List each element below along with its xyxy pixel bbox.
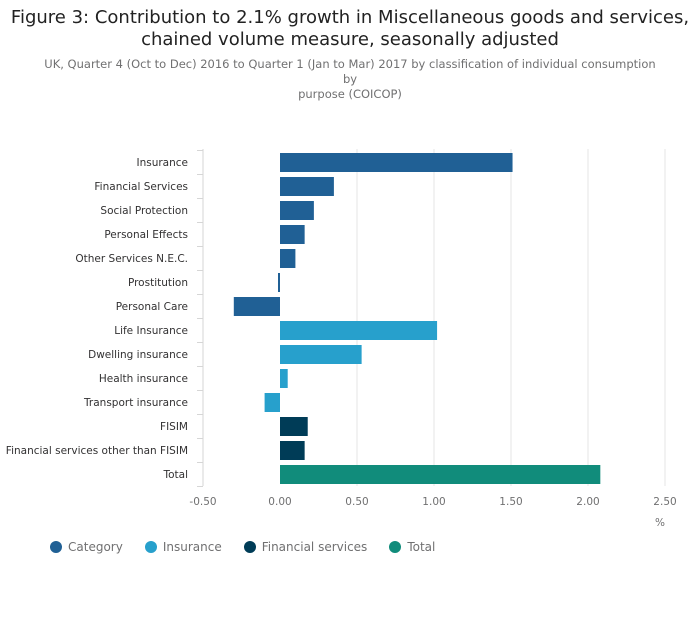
category-label: Social Protection [100,205,188,217]
legend-label: Category [68,540,123,554]
category-label: Personal Care [116,301,188,313]
bar [280,177,334,196]
bar [233,297,280,316]
x-tick-label: 2.50 [653,496,676,508]
bar [280,417,308,436]
bar [280,321,438,340]
x-axis-unit-label: % [655,517,665,529]
legend-label: Insurance [162,540,222,554]
legend-swatch [50,541,62,553]
x-tick-label: 2.00 [576,496,599,508]
category-label: Total [162,469,188,481]
bar [280,249,296,268]
bar [280,201,314,220]
category-label: Insurance [136,157,188,169]
legend-item: Category [50,540,123,554]
bar [264,393,280,412]
bar [280,225,305,244]
category-label: Other Services N.E.C. [75,253,188,265]
category-label: Health insurance [99,373,188,385]
category-label: Transport insurance [83,397,188,409]
category-label: Financial services other than FISIM [6,445,188,457]
legend-item: Total [389,540,435,554]
bar [280,153,513,172]
legend-label: Total [407,540,436,554]
chart-title: Figure 3: Contribution to 2.1% growth in… [0,7,700,51]
chart-subtitle-line-1: UK, Quarter 4 (Oct to Dec) 2016 to Quart… [44,57,656,86]
chart-subtitle-line-2: purpose (COICOP) [298,87,402,101]
bar [278,273,280,292]
chart-title-line-1: Figure 3: Contribution to 2.1% growth in… [10,7,690,28]
category-label: Dwelling insurance [88,349,188,361]
category-label: Life Insurance [114,325,188,337]
legend-item: Financial services [243,540,368,554]
chart-subtitle: UK, Quarter 4 (Oct to Dec) 2016 to Quart… [40,57,660,102]
legend-swatch [144,541,157,553]
legend-label: Financial services [261,540,368,554]
category-label: FISIM [160,421,188,433]
category-label: Personal Effects [104,229,188,241]
bar [280,345,362,364]
legend-swatch [243,541,256,553]
chart-title-line-2: chained volume measure, seasonally adjus… [141,29,559,50]
x-tick-label: -0.50 [189,496,216,508]
x-tick-label: 1.00 [422,496,445,508]
bar [280,465,601,484]
x-tick-label: 0.00 [268,496,291,508]
legend-swatch [389,541,402,553]
bar [280,441,305,460]
category-label: Prostitution [128,277,188,289]
bar [280,369,288,388]
x-tick-label: 0.50 [345,496,368,508]
x-tick-label: 1.50 [499,496,522,508]
category-label: Financial Services [94,181,188,193]
legend-item: Insurance [144,540,222,554]
chart-legend: Category Insurance Financial services Total [50,540,435,554]
